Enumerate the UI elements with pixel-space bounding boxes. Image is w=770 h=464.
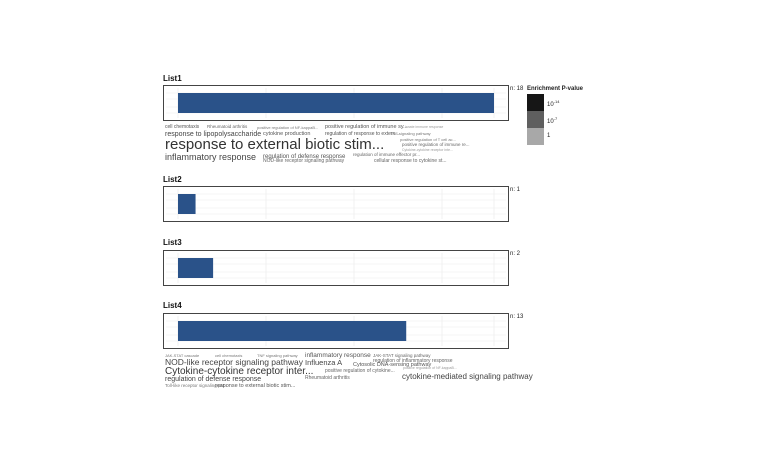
panel-list3 — [163, 250, 509, 286]
word-cloud-term: positive regulation of NF-kappaB... — [403, 366, 457, 370]
word-cloud-term: positive regulation of T cell ac... — [400, 137, 456, 142]
word-cloud-term: Influenza A — [305, 358, 343, 367]
bar-chart-list3 — [166, 253, 506, 283]
word-cloud-list1: cell chemotaxis Rheumatoid arthritis posit… — [165, 124, 510, 174]
bar-chart-list2 — [166, 189, 506, 219]
legend-label-mid: 10-7 — [547, 116, 558, 125]
word-cloud-term: innate immune response — [405, 125, 444, 129]
word-cloud-term: TNF signaling pathway — [390, 131, 431, 136]
legend-label-high: 10-14 — [547, 99, 560, 108]
word-cloud-term: Cytosolic DNA-sensing pathway — [353, 362, 432, 368]
word-cloud-term: response to lipopolysaccharide — [165, 131, 262, 138]
legend-swatch-high — [527, 94, 544, 111]
n-label-list4: n: 13 — [510, 314, 524, 320]
bar-list4 — [178, 321, 407, 341]
word-cloud-term: positive regulation of cytokine... — [325, 368, 395, 374]
bar-chart-list1 — [166, 88, 506, 118]
word-cloud-term: cellular response to cytokine st... — [374, 158, 447, 164]
n-label-list2: n: 1 — [510, 187, 521, 193]
word-cloud-term: regulation of defense response — [165, 376, 262, 383]
word-cloud-term: regulation of response to extern... — [325, 131, 400, 137]
word-cloud-term: cytokine production — [263, 131, 311, 137]
legend-title: Enrichment P-value — [527, 86, 584, 92]
n-label-list1: n: 18 — [510, 86, 524, 92]
panel-list2 — [163, 186, 509, 222]
word-cloud-term: Cytokine-cytokine receptor inte... — [402, 148, 453, 152]
word-cloud-term: Toll-like receptor signaling pat... — [165, 383, 229, 388]
word-cloud-term: cell chemotaxis — [215, 353, 243, 358]
word-cloud-term: positive regulation of immune re... — [402, 142, 470, 147]
panel-title-list2: List2 — [163, 175, 182, 184]
color-legend: Enrichment P-value 10-14 10-7 1 — [527, 86, 597, 156]
panel-list1 — [163, 85, 509, 121]
bar-list3 — [178, 258, 214, 278]
panel-title-list3: List3 — [163, 238, 182, 247]
panel-list4 — [163, 313, 509, 349]
word-cloud-term: regulation of immune effector pr... — [353, 152, 420, 157]
word-cloud-term: positive regulation of immune sy... — [325, 124, 408, 130]
word-cloud-term: positive regulation of NF-kappaB... — [257, 125, 319, 130]
word-cloud-term: Rheumatoid arthritis — [305, 375, 350, 381]
bar-chart-list4 — [166, 316, 506, 346]
bar-list2 — [178, 194, 196, 214]
word-cloud-term: Rheumatoid arthritis — [207, 124, 248, 129]
word-cloud-term: Cytokine-cytokine receptor inter... — [165, 366, 314, 377]
word-cloud-term: response to external biotic stim... — [165, 136, 385, 153]
n-label-list3: n: 2 — [510, 251, 521, 257]
word-cloud-term: JAK-STAT cascade — [165, 353, 200, 358]
word-cloud-list4: JAK-STAT cascade cell chemotaxis TNF signa… — [165, 352, 533, 403]
word-cloud-term: response to external biotic stim... — [215, 383, 296, 389]
word-cloud-term: cytokine-mediated signaling pathway — [402, 372, 533, 381]
word-cloud-term: TNF signaling pathway — [257, 353, 298, 358]
word-cloud-term: inflammatory response — [305, 352, 371, 359]
word-cloud-term: JAK-STAT signaling pathway — [373, 353, 431, 358]
legend-swatch-mid — [527, 111, 544, 128]
word-cloud-term: inflammatory response — [165, 152, 257, 162]
legend-swatch-low — [527, 128, 544, 145]
panel-title-list1: List1 — [163, 74, 182, 83]
word-cloud-term: NOD-like receptor signaling pathway — [165, 357, 303, 367]
legend-label-low: 1 — [547, 133, 551, 139]
word-cloud-term: cell chemotaxis — [165, 124, 200, 130]
panel-title-list4: List4 — [163, 301, 182, 310]
word-cloud-term: regulation of defense response — [263, 154, 346, 160]
word-cloud-term: NOD-like receptor signaling pathway — [263, 158, 345, 164]
bar-list1 — [178, 93, 494, 113]
word-cloud-term: regulation of inflammatory response — [373, 358, 453, 364]
